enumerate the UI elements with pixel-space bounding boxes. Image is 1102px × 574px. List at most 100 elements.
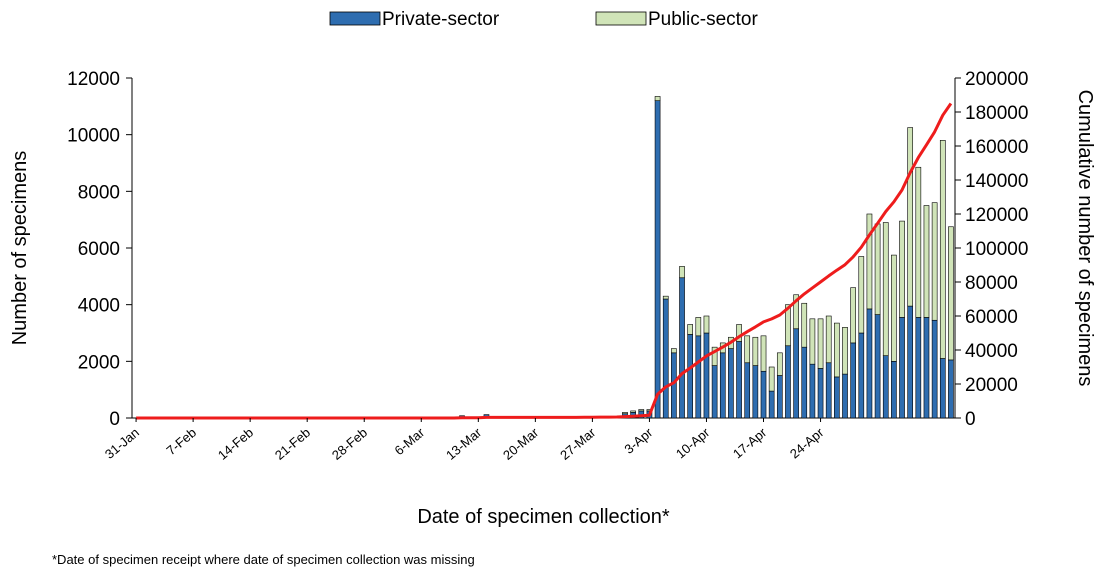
bar-public-sector [654,96,661,101]
bar-public-sector [874,223,881,315]
bar-public-sector [703,315,710,334]
bar-private-sector [842,373,848,419]
bar-private-sector [923,317,930,419]
y-tick-label: 2000 [78,352,120,373]
y-tick-label: 8000 [78,182,120,203]
legend-label-private-sector: Private-sector [382,9,500,30]
bar-public-sector [825,315,832,364]
bar-private-sector [736,341,742,419]
y2-tick-label: 180000 [965,103,1028,124]
bar-public-sector [850,287,856,344]
bar-public-sector [793,294,799,330]
bar-private-sector [931,319,938,419]
x-tick-label: 7-Feb [163,425,199,458]
footnote: *Date of specimen receipt where date of … [52,552,475,567]
line-cumulative [136,102,953,420]
bar-public-sector [785,304,791,347]
x-tick-label: 27-Mar [557,424,599,462]
bar-public-sector [809,318,816,365]
bar-public-sector [695,317,702,337]
x-tick-label: 6-Mar [392,424,428,458]
bar-public-sector [948,226,954,361]
bar-public-sector [801,302,808,348]
bar-public-sector [671,348,677,354]
x-tick-label: 31-Jan [102,425,142,462]
bar-private-sector [711,365,718,419]
legend-swatch-private-sector [329,11,381,26]
bar-private-sector [662,298,669,419]
x-tick-label: 20-Mar [500,424,542,462]
bar-public-sector [768,366,775,392]
x-tick-label: 24-Apr [787,424,827,461]
bar-public-sector [907,127,914,307]
bar-private-sector [858,332,865,419]
bar-private-sector [793,328,799,419]
x-tick-label: 17-Apr [730,424,770,461]
bar-public-sector [638,409,645,412]
x-tick-label: 14-Feb [215,425,256,463]
y-tick-label: 0 [109,409,120,430]
y2-tick-label: 160000 [965,137,1028,158]
bar-public-sector [760,335,767,372]
bar-public-sector [776,352,783,376]
bar-private-sector [703,332,710,419]
bar-private-sector [679,277,685,419]
bar-private-sector [760,370,767,419]
bar-private-sector [785,345,791,419]
x-tick-label: 21-Feb [272,425,313,463]
bar-private-sector [654,100,661,419]
bar-private-sector [899,317,905,419]
bar-public-sector [630,410,636,413]
y-tick-label: 4000 [78,296,120,317]
y-tick-label: 6000 [78,239,120,260]
bar-public-sector [834,322,840,378]
bar-public-sector [923,205,930,318]
y-tick-label: 12000 [67,69,120,90]
y2-tick-label: 200000 [965,69,1028,90]
x-axis-title: Date of specimen collection* [417,506,670,528]
x-tick-label: 10-Apr [673,424,713,461]
bar-private-sector [817,368,824,419]
bar-private-sector [850,342,856,419]
bar-private-sector [874,314,881,419]
y2-tick-label: 140000 [965,171,1028,192]
bar-private-sector [866,308,873,419]
legend-label-public-sector: Public-sector [648,9,758,30]
bar-private-sector [671,352,677,419]
bar-public-sector [915,166,922,318]
bar-private-sector [891,361,897,419]
bar-private-sector [776,375,783,419]
x-tick-label: 13-Mar [443,424,485,462]
bar-public-sector [891,254,897,362]
bar-public-sector [899,220,905,318]
y2-tick-label: 100000 [965,239,1028,260]
bar-public-sector [736,324,742,342]
y-tick-label: 10000 [67,126,120,147]
bar-private-sector [825,362,832,419]
y2-axis-title: Cumulative number of specimens [1074,90,1096,387]
x-tick-label: 3-Apr [621,424,656,456]
x-tick-label: 28-Feb [329,425,370,463]
y2-tick-label: 60000 [965,307,1018,328]
bar-private-sector [728,348,734,419]
y2-tick-label: 20000 [965,375,1018,396]
bar-private-sector [939,358,946,419]
bar-public-sector [939,140,946,359]
legend-swatch-public-sector [595,11,647,26]
bar-private-sector [719,352,726,419]
bar-public-sector [866,213,873,310]
bar-public-sector [931,202,938,321]
bar-private-sector [882,355,889,419]
bar-private-sector [907,305,914,419]
y2-tick-label: 120000 [965,205,1028,226]
bar-public-sector [711,346,718,366]
bar-public-sector [842,327,848,375]
y2-tick-label: 40000 [965,341,1018,362]
y-axis-title: Number of specimens [9,151,31,346]
bar-private-sector [752,365,759,419]
bar-private-sector [768,390,775,419]
bar-public-sector [679,266,685,279]
bar-private-sector [744,362,751,419]
bar-private-sector [915,317,922,419]
